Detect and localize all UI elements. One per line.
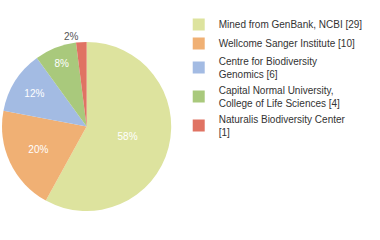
svg-text:2%: 2% — [64, 31, 79, 42]
svg-text:Wellcome Sanger Institute [10]: Wellcome Sanger Institute [10] — [219, 38, 355, 49]
svg-text:58%: 58% — [118, 131, 138, 142]
svg-text:Mined from GenBank, NCBI [29]: Mined from GenBank, NCBI [29] — [219, 19, 363, 30]
svg-text:Naturalis Biodiversity Center[: Naturalis Biodiversity Center[1] — [219, 114, 346, 138]
svg-text:8%: 8% — [54, 58, 69, 69]
svg-text:Centre for BiodiversityGenomic: Centre for BiodiversityGenomics [6] — [219, 56, 317, 80]
svg-text:Capital Normal University,Coll: Capital Normal University,College of Lif… — [219, 85, 340, 109]
svg-text:12%: 12% — [24, 88, 44, 99]
svg-text:20%: 20% — [28, 144, 48, 155]
